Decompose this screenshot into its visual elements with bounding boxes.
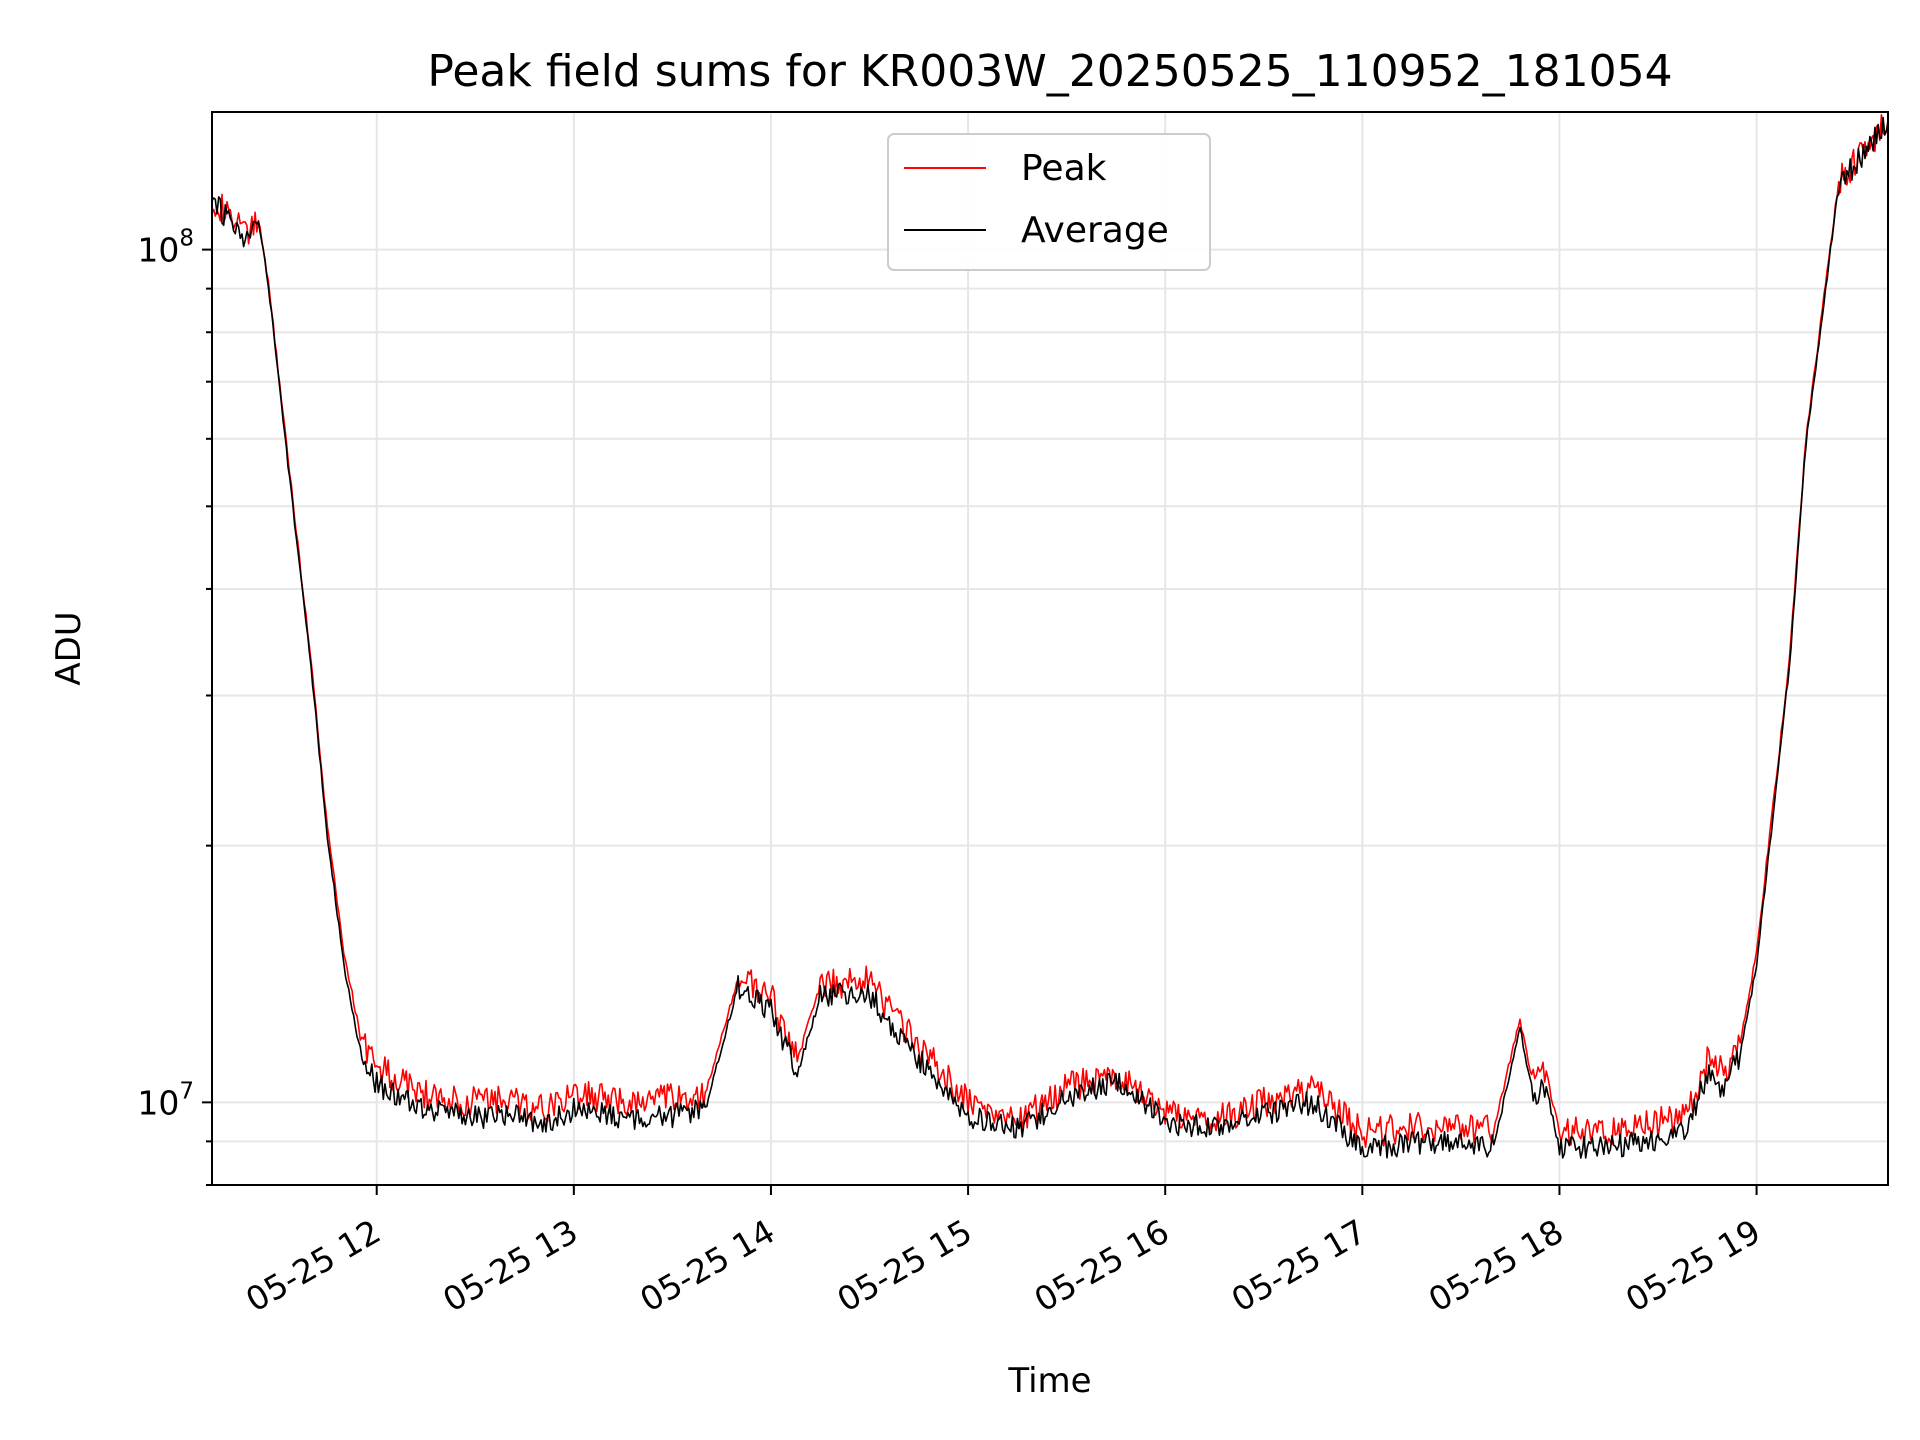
y-axis: 107 108 — [137, 226, 212, 1186]
legend-label-average: Average — [1021, 210, 1169, 251]
plot-frame — [211, 111, 1889, 1186]
x-axis-label: Time — [1007, 1361, 1091, 1401]
y-axis-label: ADU — [49, 611, 89, 685]
series-line-average — [211, 116, 1889, 1159]
series-line-peak — [211, 114, 1889, 1148]
legend: Peak Average — [887, 133, 1211, 271]
series-group — [211, 114, 1889, 1159]
chart-title: Peak field sums for KR003W_20250525_1109… — [427, 46, 1672, 97]
y-tick-label: 108 — [137, 226, 194, 270]
legend-label-peak: Peak — [1021, 148, 1107, 189]
y-tick-label: 107 — [137, 1078, 194, 1122]
